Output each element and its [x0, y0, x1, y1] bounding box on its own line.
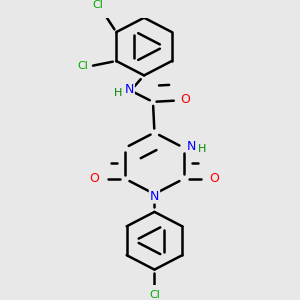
Text: O: O	[89, 172, 99, 185]
Text: N: N	[187, 140, 196, 153]
Text: Cl: Cl	[92, 0, 103, 10]
Text: N: N	[124, 83, 134, 96]
Text: Cl: Cl	[149, 290, 160, 300]
Text: H: H	[198, 144, 207, 154]
Text: N: N	[150, 190, 159, 202]
Text: Cl: Cl	[77, 61, 88, 71]
Text: H: H	[114, 88, 122, 98]
Text: O: O	[210, 172, 220, 185]
Text: O: O	[181, 93, 190, 106]
